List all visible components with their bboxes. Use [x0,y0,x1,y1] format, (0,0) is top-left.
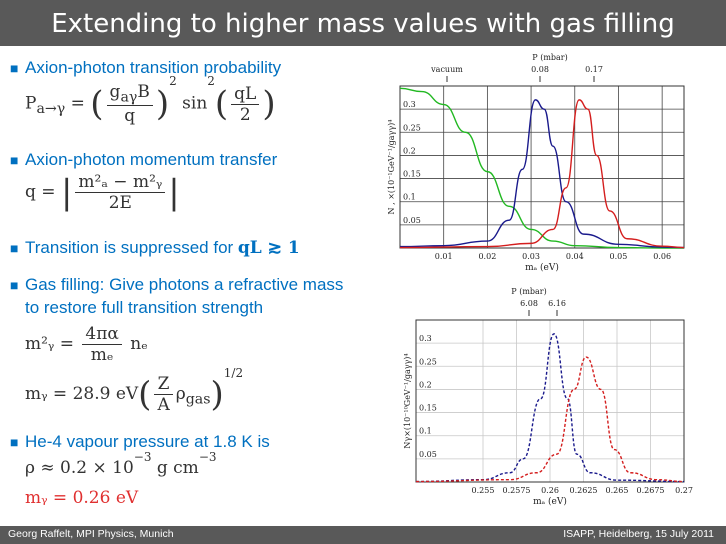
bullet-marker-icon: ■ [10,152,19,168]
x-tick-label: 0.27 [675,486,693,495]
y-tick-label: 0.2 [403,146,416,155]
series-line-blue [415,333,685,483]
x-tick-label: 0.04 [566,252,584,261]
y-tick-label: 0.05 [419,450,437,459]
x-tick-label: 0.01 [435,252,453,261]
y-tick-label: 0.3 [403,100,416,109]
y-tick-label: 0.05 [403,216,421,225]
slide-content: ■ Axion-photon transition probability Pa→… [10,54,370,524]
top-tick-label: 0.08 [531,65,549,74]
series-line-blue [399,99,685,249]
footer-venue: ISAPP, Heidelberg, 15 July 2011 [563,528,714,540]
y-tick-label: 0.15 [403,170,421,179]
formula-result-mass: mᵧ = 0.26 eV [25,488,139,508]
x-tick-label: 0.26 [541,486,559,495]
series-line-green [399,87,684,249]
top-tick-label: 6.08 [520,299,538,308]
x-tick-label: 0.02 [478,252,496,261]
formula-momentum: q = | m²ₐ − m²ᵧ 2E | [25,172,180,213]
series-line-red [399,99,685,249]
formula-probability: Pa→γ = (gaγB q)2 sin2(qL 2) [25,74,276,127]
plot-frame [399,85,685,249]
series-line-red [415,356,685,483]
top-tick-label: 6.16 [548,299,566,308]
bullet-marker-icon: ■ [10,277,19,293]
x-axis-label: mₐ (eV) [525,262,559,273]
x-tick-label: 0.2625 [570,486,598,495]
y-axis-label: Nγ×(10⁻¹⁰GeV⁻¹/gaγγ)⁴ [403,353,412,448]
bullet-gas-filling: ■ Gas filling: Give photons a refractive … [10,275,344,294]
bullet-marker-icon: ■ [10,240,19,256]
y-tick-label: 0.3 [419,334,432,343]
title-bar [0,0,726,46]
plot-frame [415,319,685,483]
bullet-momentum-transfer: ■ Axion-photon momentum transfer [10,150,278,169]
x-axis-label: mₐ (eV) [533,496,567,507]
y-tick-label: 0.25 [403,123,421,132]
x-tick-label: 0.255 [472,486,495,495]
bullet-vapour-pressure: ■ He-4 vapour pressure at 1.8 K is [10,432,270,451]
x-tick-label: 0.2575 [503,486,531,495]
formula-density: ρ ≈ 0.2 × 10−3 g cm−3 [25,450,217,478]
y-tick-label: 0.25 [419,357,437,366]
bullet-gas-filling-cont: to restore full transition strength [25,298,264,317]
y-tick-label: 0.1 [419,427,432,436]
x-tick-label: 0.265 [606,486,629,495]
footer-bar [0,526,726,544]
bullet-transition-probability: ■ Axion-photon transition probability [10,58,282,77]
top-axis-label: P (mbar) [532,53,567,62]
y-tick-label: 0.2 [419,380,432,389]
y-tick-label: 0.1 [403,193,416,202]
chart-bottom: 0.05 0.1 0.15 0.2 0.25 0.3 0.255 0.2575 0.26 0.26… [403,287,693,507]
x-tick-label: 0.03 [522,252,540,261]
y-axis-label: N , ×(10⁻¹GeV⁻¹/gaγγ)⁴ [387,120,396,215]
x-tick-label: 0.05 [610,252,628,261]
formula-photon-mass-squared: m²ᵧ = 4πα mₑ nₑ [25,324,148,365]
bullet-marker-icon: ■ [10,60,19,76]
slide-title: Extending to higher mass values with gas… [51,9,675,39]
footer-author: Georg Raffelt, MPI Physics, Munich [8,528,174,540]
bullet-suppression: ■ Transition is suppressed for qL ≳ 1 [10,238,300,258]
y-tick-label: 0.15 [419,404,437,413]
top-axis-label: P (mbar) [511,287,546,296]
x-tick-label: 0.2675 [637,486,665,495]
top-tick-label: 0.17 [585,65,603,74]
top-tick-label: vacuum [430,65,463,74]
x-tick-label: 0.06 [653,252,671,261]
chart-top: 0.05 0.1 0.15 0.2 0.25 0.3 0.01 0.02 0.03 0.04 0.0… [387,53,685,273]
bullet-marker-icon: ■ [10,434,19,450]
